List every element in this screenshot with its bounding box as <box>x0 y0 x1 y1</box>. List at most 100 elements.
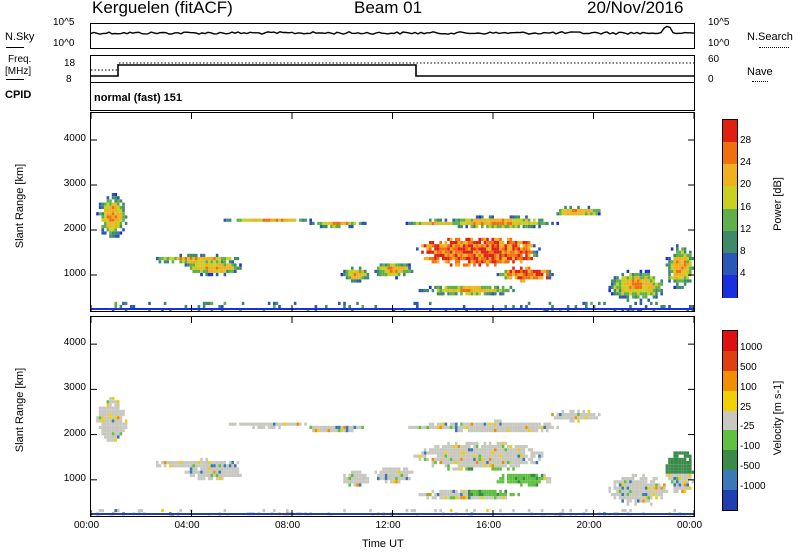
heatmap-cell <box>361 276 364 280</box>
heatmap-cell <box>226 263 229 267</box>
heatmap-cell <box>533 461 536 465</box>
heatmap-cell <box>348 480 351 484</box>
heatmap-cell <box>486 253 489 257</box>
heatmap-cell <box>197 473 201 477</box>
heatmap-cell <box>465 244 468 248</box>
heatmap-cell <box>517 225 520 229</box>
heatmap-cell <box>273 218 276 222</box>
heatmap-cell <box>530 422 533 426</box>
heatmap-cell <box>655 285 658 289</box>
heatmap-cell <box>98 406 102 410</box>
heatmap-cell <box>598 413 601 417</box>
heatmap-cell <box>668 305 671 309</box>
heatmap-cell <box>642 295 645 299</box>
heatmap-cell <box>647 486 650 490</box>
colorbar-tick-label: 100 <box>740 381 757 393</box>
heatmap-cell <box>104 416 107 420</box>
heatmap-cell <box>249 218 253 222</box>
heatmap-cell <box>470 448 474 452</box>
heatmap-cell <box>460 257 463 261</box>
heatmap-cell <box>462 464 466 468</box>
heatmap-cell <box>512 467 515 471</box>
heatmap-cell <box>439 241 442 245</box>
heatmap-cell <box>488 422 492 426</box>
heatmap-cell <box>358 470 362 474</box>
heatmap-cell <box>174 464 177 468</box>
heatmap-cell <box>423 221 427 225</box>
heatmap-cell <box>481 429 484 433</box>
heatmap-cell <box>486 225 489 229</box>
time-axis-ticks: 00:00 04:00 08:00 12:00 16:00 20:00 00:00 <box>0 520 800 538</box>
heatmap-cell <box>509 425 513 429</box>
heatmap-cell <box>491 448 494 452</box>
heatmap-cell <box>483 218 487 222</box>
heatmap-cell <box>525 422 528 426</box>
heatmap-cell <box>491 221 494 225</box>
heatmap-cell <box>504 489 507 493</box>
heatmap-cell <box>507 289 510 293</box>
heatmap-cell <box>114 509 117 513</box>
heatmap-cell <box>114 432 117 436</box>
heatmap-cell <box>439 221 442 225</box>
heatmap-cell <box>566 413 570 417</box>
heatmap-cell <box>634 289 637 293</box>
heatmap-cell <box>444 493 448 497</box>
heatmap-cell <box>439 509 442 513</box>
heatmap-cell <box>195 461 198 465</box>
heatmap-cell <box>525 273 528 277</box>
heatmap-cell <box>660 279 663 283</box>
heatmap-cell <box>504 457 507 461</box>
heatmap-cell <box>325 225 328 229</box>
heatmap-cell <box>481 253 484 257</box>
heatmap-cell <box>426 289 429 293</box>
heatmap-cell <box>673 260 676 264</box>
heatmap-cell <box>525 244 528 248</box>
heatmap-cell <box>434 457 437 461</box>
heatmap-cell <box>382 470 385 474</box>
heatmap-cell <box>525 250 528 254</box>
heatmap-cell <box>665 467 669 471</box>
heatmap-cell <box>231 260 234 264</box>
heatmap-cell <box>629 292 632 296</box>
heatmap-cell <box>379 473 383 477</box>
heatmap-cell <box>473 454 476 458</box>
heatmap-cell <box>634 496 637 500</box>
heatmap-cell <box>215 467 219 471</box>
heatmap-cell <box>176 257 180 261</box>
heatmap-cell <box>475 257 479 261</box>
heatmap-cell <box>254 422 258 426</box>
heatmap-cell <box>465 461 468 465</box>
heatmap-cell <box>650 480 653 484</box>
heatmap-cell <box>109 432 112 436</box>
heatmap-cell <box>382 467 385 471</box>
heatmap-cell <box>226 257 229 261</box>
heatmap-cell <box>647 282 650 286</box>
heatmap-cell <box>626 502 630 506</box>
heatmap-cell <box>473 225 476 229</box>
heatmap-cell <box>421 451 424 455</box>
heatmap-cell <box>278 218 281 222</box>
heatmap-cell <box>117 419 120 423</box>
heatmap-cell <box>613 496 617 500</box>
heatmap-cell <box>179 461 182 465</box>
heatmap-cell <box>488 454 492 458</box>
heatmap-cell <box>551 305 554 309</box>
heatmap-cell <box>309 221 312 225</box>
heatmap-cell <box>262 509 266 513</box>
heatmap-cell <box>590 209 593 213</box>
heatmap-cell <box>356 425 359 429</box>
heatmap-cell <box>366 276 370 280</box>
heatmap-cell <box>473 292 476 296</box>
colorbar-tick-label: 28 <box>740 135 752 147</box>
heatmap-cell <box>527 448 531 452</box>
heatmap-cell <box>96 515 99 519</box>
heatmap-cell <box>460 461 463 465</box>
heatmap-cell <box>96 416 99 420</box>
velocity-panel <box>90 316 695 519</box>
heatmap-cell <box>496 260 500 264</box>
heatmap-cell <box>218 305 221 309</box>
heatmap-cell <box>683 457 687 461</box>
heatmap-cell <box>642 276 645 280</box>
heatmap-cell <box>540 473 544 477</box>
heatmap-cell <box>522 457 526 461</box>
